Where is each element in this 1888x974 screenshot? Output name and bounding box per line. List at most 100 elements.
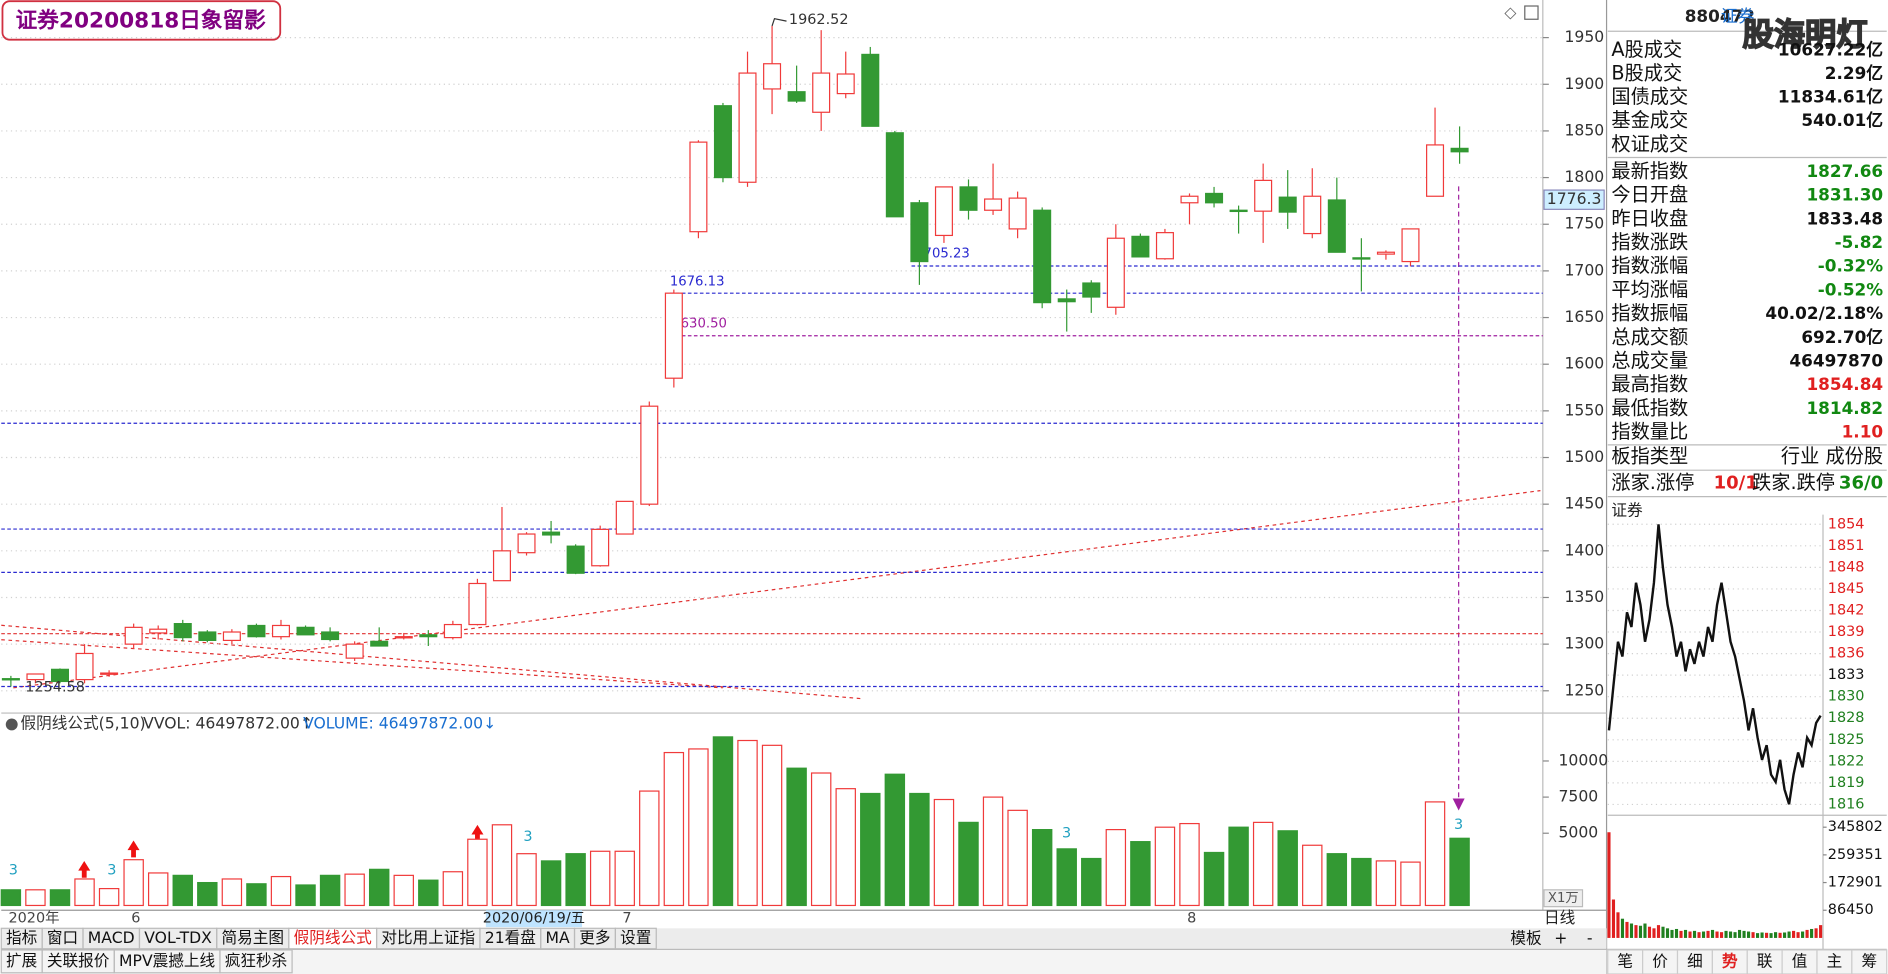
row-label: 板指类型: [1611, 444, 1688, 467]
icon[interactable]: ◇: [1504, 3, 1516, 22]
volume-bar: [1081, 857, 1102, 907]
candle-body: [910, 202, 929, 263]
candle-body: [763, 63, 782, 90]
indicator-value: VVOL: 46497872.00↑: [143, 713, 313, 732]
row-label: 指数涨跌: [1611, 231, 1688, 254]
side-tab[interactable]: 联: [1757, 951, 1773, 970]
candle-body: [1131, 235, 1150, 258]
candle-body: [689, 141, 708, 233]
candle-body: [1155, 232, 1174, 260]
volume-bar: [860, 792, 881, 907]
minute-volume-bar: [1769, 933, 1773, 938]
cursor-value: 1776.3: [1547, 189, 1602, 208]
tab[interactable]: 窗口: [47, 928, 78, 947]
tab[interactable]: 对比用上证指: [381, 928, 475, 947]
high-label: 1962.52: [789, 12, 849, 28]
tab[interactable]: 简易主图: [222, 928, 285, 947]
title-box: [1, 0, 282, 41]
volume-bar: [810, 772, 832, 907]
breadth-value: 10/1: [1714, 472, 1758, 493]
tab[interactable]: 假阴线公式: [294, 928, 373, 947]
minute-volume-bar: [1625, 921, 1629, 938]
volume-bar: [1375, 860, 1397, 907]
volume-bar: [688, 748, 709, 907]
side-tab[interactable]: 主: [1827, 951, 1843, 970]
tab[interactable]: 扩展: [6, 951, 38, 970]
volume-bar: [614, 850, 635, 907]
volume-bar: [663, 751, 685, 907]
side-tab[interactable]: 势: [1722, 951, 1738, 970]
signal-label: 3: [1062, 825, 1071, 841]
candle-body: [1229, 209, 1248, 213]
indicator-name: 假阴线公式(5,10): [21, 713, 146, 732]
side-tab[interactable]: 筹: [1861, 951, 1877, 970]
volume-bar: [516, 853, 537, 907]
tab[interactable]: 疯狂秒杀: [225, 951, 288, 970]
minute-volume-bar: [1724, 930, 1728, 938]
tab[interactable]: VOL-TDX: [144, 928, 212, 947]
y-tick-label: 5000: [1558, 823, 1598, 842]
candle-body: [124, 626, 143, 645]
cursor-date: 2020/06/19/五: [483, 911, 585, 927]
side-tab[interactable]: 价: [1652, 951, 1668, 970]
level-label: 1705.23: [915, 247, 970, 262]
tab[interactable]: MACD: [88, 928, 135, 947]
cursor-value-box: [1543, 189, 1605, 210]
zoom-in-button[interactable]: +: [1554, 929, 1567, 948]
candle-body: [517, 533, 536, 554]
x-tick-label: 2020年: [8, 910, 59, 927]
candle-body: [345, 643, 364, 659]
side-tab[interactable]: 值: [1792, 951, 1808, 970]
volume-bar: [1449, 837, 1470, 907]
tab[interactable]: 设置: [620, 928, 651, 947]
tab[interactable]: 指标: [6, 928, 37, 947]
candle-body: [1303, 195, 1322, 235]
volume-bar: [1277, 830, 1298, 907]
volume-bar: [737, 739, 758, 907]
template-button[interactable]: 模板: [1510, 929, 1542, 948]
minute-volume-bar: [1715, 931, 1719, 938]
minute-volume-bar: [1778, 932, 1782, 938]
volume-bar: [835, 788, 856, 907]
row-label: 国债成交: [1611, 85, 1688, 108]
candle-body: [959, 186, 978, 211]
volume-bar: [786, 767, 807, 907]
y-tick-label: 1848: [1828, 559, 1865, 575]
side-tab[interactable]: 细: [1687, 951, 1703, 970]
row-label: A股成交: [1611, 38, 1682, 61]
y-tick-label: 86450: [1828, 902, 1874, 918]
row-value: 1831.30: [1806, 185, 1883, 205]
signal-label: 3: [523, 829, 532, 845]
y-tick-label: 1851: [1828, 538, 1865, 554]
tab[interactable]: 21看盘: [485, 928, 536, 947]
side-tab[interactable]: 笔: [1617, 951, 1633, 970]
zoom-out-button[interactable]: -: [1587, 929, 1593, 948]
volume-bar: [1228, 826, 1249, 907]
volume-bar: [344, 873, 365, 907]
y-tick-label: 1833: [1828, 667, 1865, 683]
candle-body: [1057, 298, 1076, 303]
volume-bar: [418, 879, 439, 907]
volume-bar: [1154, 826, 1176, 907]
candle-body: [370, 640, 389, 647]
price-line: [1607, 524, 1822, 805]
minute-volume-bar: [1706, 930, 1710, 938]
tab[interactable]: 更多: [579, 928, 610, 947]
y-tick-label: 1850: [1564, 120, 1604, 139]
level-label: 1676.13: [670, 274, 725, 289]
row-label: 指数涨幅: [1611, 254, 1688, 277]
row-value: 1854.84: [1806, 374, 1883, 394]
minute-volume-bar: [1746, 931, 1751, 938]
row-label: 今日开盘: [1611, 183, 1688, 206]
tab[interactable]: MA: [546, 928, 570, 947]
tab[interactable]: 关联报价: [47, 951, 110, 970]
y-tick-label: 1842: [1828, 602, 1865, 618]
icon[interactable]: [1524, 5, 1539, 20]
y-tick-label: 10000: [1558, 750, 1608, 769]
volume-bar: [1302, 844, 1323, 907]
period-label[interactable]: 日线: [1544, 908, 1576, 927]
volume-bar: [1179, 822, 1200, 907]
tab[interactable]: MPV震撼上线: [119, 951, 215, 970]
minute-volume-bar: [1634, 925, 1638, 938]
candle-body: [984, 198, 1003, 211]
